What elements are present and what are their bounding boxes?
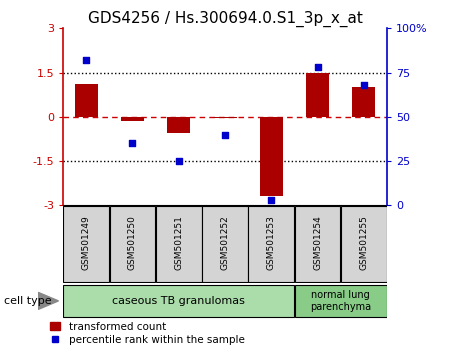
Text: GSM501249: GSM501249 — [81, 215, 90, 270]
Point — [360, 82, 368, 88]
Text: cell type: cell type — [4, 296, 52, 306]
Bar — [75, 84, 98, 117]
Bar — [167, 117, 190, 133]
FancyBboxPatch shape — [63, 206, 109, 282]
Point — [314, 64, 321, 70]
Text: caseous TB granulomas: caseous TB granulomas — [112, 296, 245, 306]
Bar — [306, 73, 329, 117]
Text: GSM501254: GSM501254 — [313, 215, 322, 270]
Title: GDS4256 / Hs.300694.0.S1_3p_x_at: GDS4256 / Hs.300694.0.S1_3p_x_at — [88, 11, 362, 27]
Bar — [121, 117, 144, 121]
Text: GSM501252: GSM501252 — [220, 215, 230, 270]
FancyBboxPatch shape — [248, 206, 294, 282]
Text: GSM501255: GSM501255 — [360, 215, 369, 270]
Point — [221, 132, 229, 137]
FancyBboxPatch shape — [295, 285, 387, 317]
Bar — [213, 117, 237, 118]
Text: GSM501251: GSM501251 — [174, 215, 183, 270]
FancyBboxPatch shape — [156, 206, 202, 282]
FancyBboxPatch shape — [295, 206, 341, 282]
FancyBboxPatch shape — [109, 206, 155, 282]
FancyBboxPatch shape — [341, 206, 387, 282]
FancyBboxPatch shape — [63, 285, 294, 317]
Point — [82, 57, 90, 63]
Legend: transformed count, percentile rank within the sample: transformed count, percentile rank withi… — [46, 317, 249, 349]
Point — [268, 197, 275, 203]
Text: GSM501250: GSM501250 — [128, 215, 137, 270]
Point — [175, 158, 182, 164]
Polygon shape — [38, 292, 58, 309]
Text: normal lung
parenchyma: normal lung parenchyma — [310, 290, 371, 312]
Point — [129, 141, 136, 146]
Bar — [260, 117, 283, 196]
Text: GSM501253: GSM501253 — [267, 215, 276, 270]
Bar — [352, 87, 375, 117]
FancyBboxPatch shape — [202, 206, 248, 282]
